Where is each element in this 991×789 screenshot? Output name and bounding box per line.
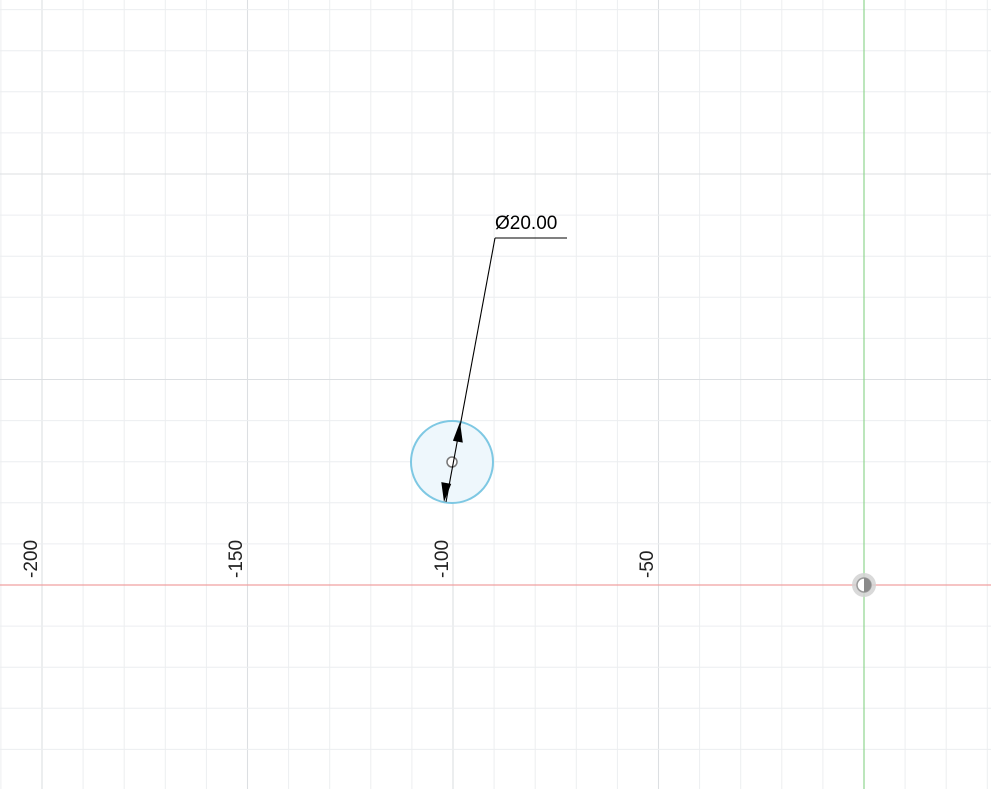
dimension-arrow-up-icon [452, 422, 463, 443]
axis-label-minus-100: -100 [432, 540, 453, 578]
circle-center-point[interactable] [446, 456, 458, 468]
diameter-dimension[interactable]: Ø20.00 [441, 213, 567, 503]
axis-label-minus-50: -50 [637, 551, 658, 578]
axis-label-minus-150: -150 [226, 540, 247, 578]
diameter-dimension-text[interactable]: Ø20.00 [495, 213, 557, 234]
dimension-arrow-down-icon [441, 482, 452, 502]
origin-point-icon[interactable] [852, 573, 876, 597]
axis-label-minus-200: -200 [21, 540, 42, 578]
dimension-leader-line [445, 237, 496, 503]
